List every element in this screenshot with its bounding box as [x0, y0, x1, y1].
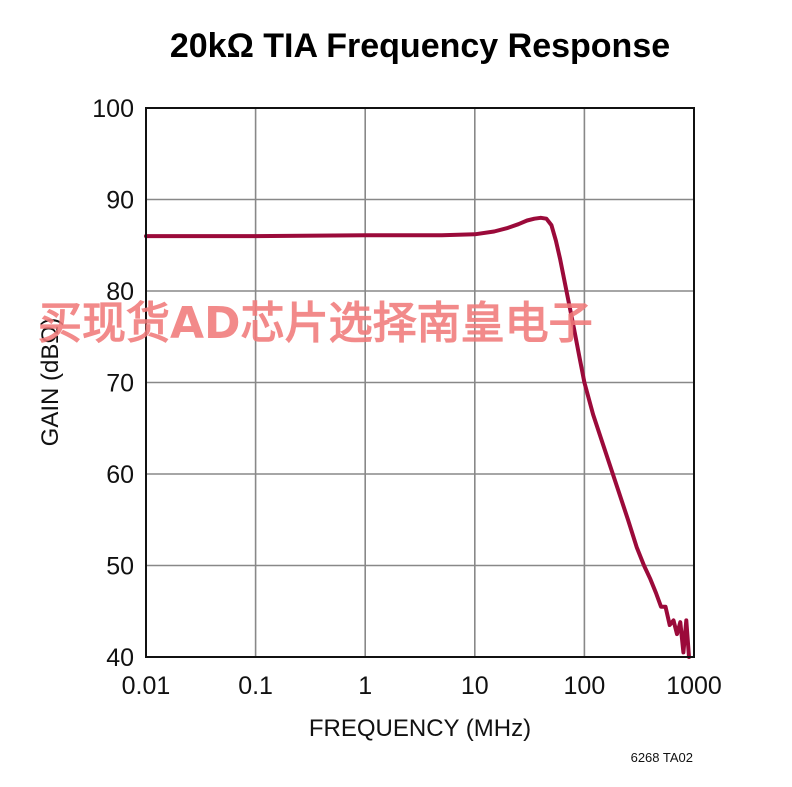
x-tick-label: 0.1 [238, 672, 273, 700]
x-tick-label: 1000 [666, 672, 722, 700]
chart-title: 20kΩ TIA Frequency Response [170, 27, 670, 65]
y-tick-labels: 40 50 60 70 80 90 100 [92, 95, 134, 672]
grid-lines [145, 107, 695, 658]
y-tick-label: 50 [106, 553, 134, 581]
x-tick-labels: 0.01 0.1 1 10 100 1000 [122, 672, 722, 700]
y-tick-label: 100 [92, 95, 134, 123]
figure-id-label: 6268 TA02 [631, 750, 693, 765]
y-tick-label: 40 [106, 644, 134, 672]
watermark-text: 买现货AD芯片选择南皇电子 [38, 298, 593, 349]
gain-series-line [144, 215, 691, 659]
y-tick-label: 60 [106, 461, 134, 489]
x-axis-label: FREQUENCY (MHz) [309, 715, 531, 742]
x-tick-label: 1 [358, 672, 372, 700]
x-tick-label: 10 [461, 672, 489, 700]
y-axis-label: GAIN (dBΩ) [37, 318, 64, 447]
x-tick-label: 100 [564, 672, 606, 700]
y-tick-label: 70 [106, 370, 134, 398]
y-tick-label: 90 [106, 187, 134, 215]
y-tick-label: 80 [106, 278, 134, 306]
plot-frame [145, 107, 695, 658]
series-layer [144, 215, 691, 659]
x-tick-label: 0.01 [122, 672, 171, 700]
